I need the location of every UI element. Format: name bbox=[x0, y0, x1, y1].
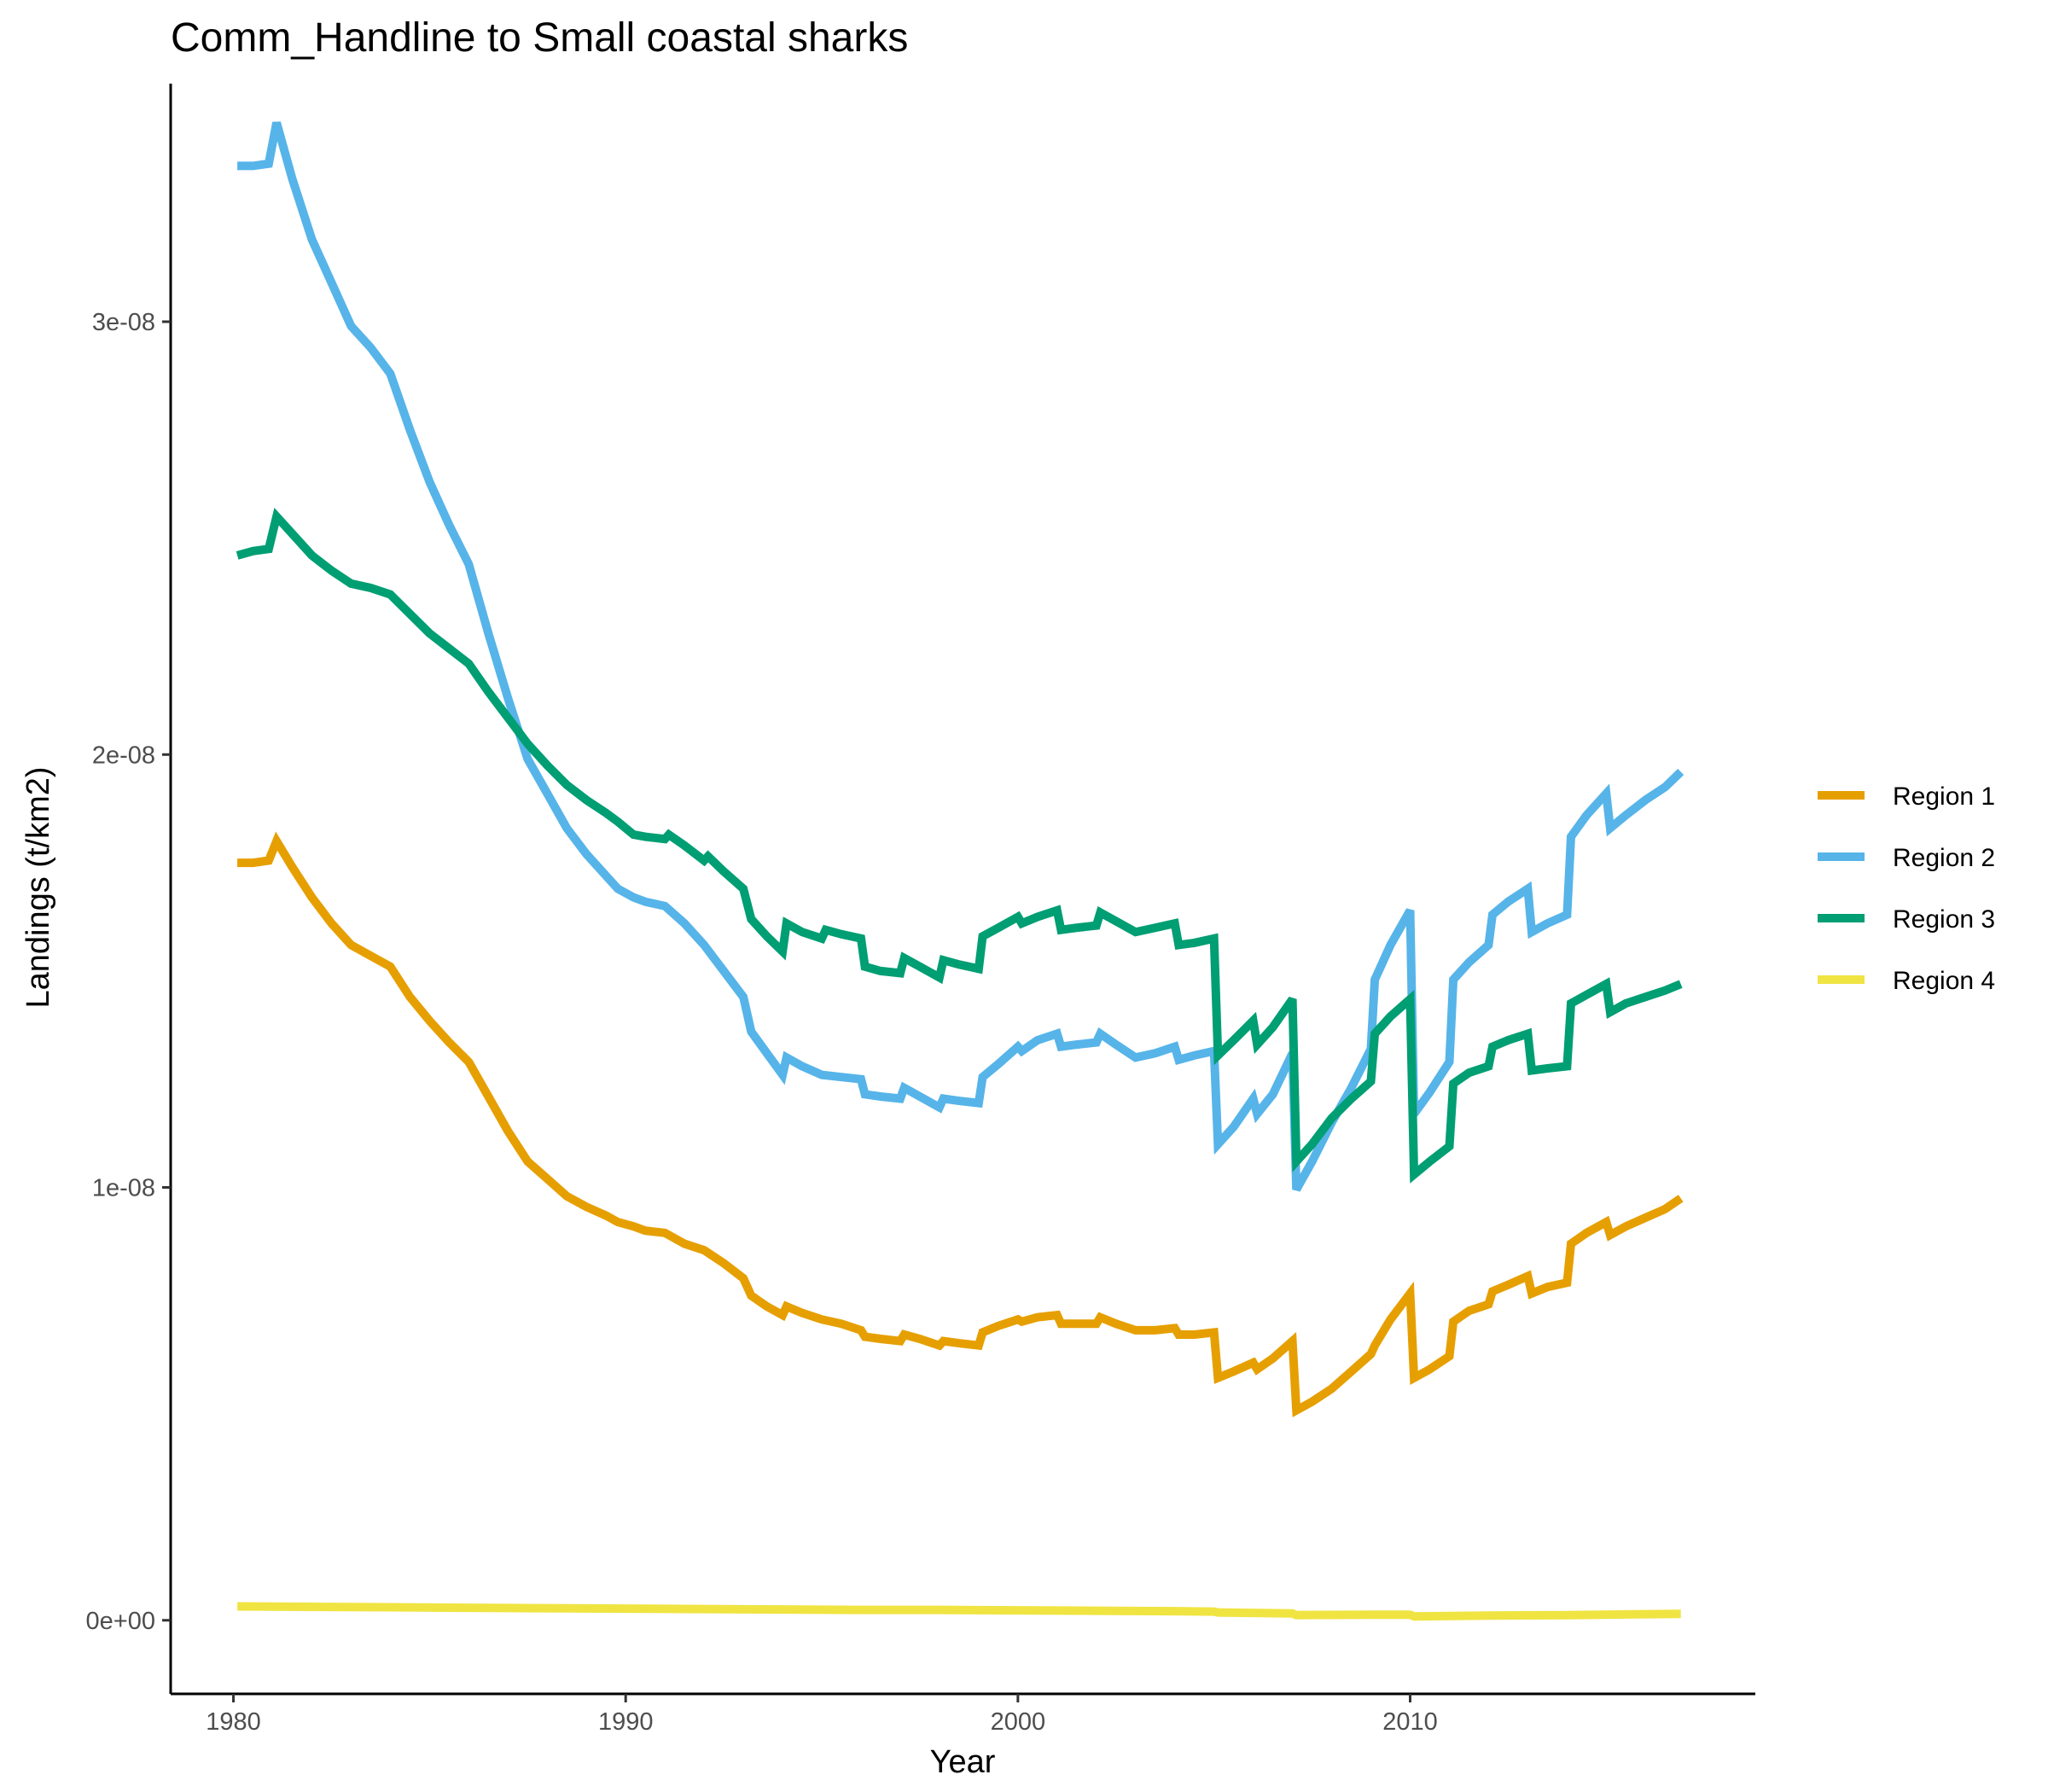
series-line-region-3 bbox=[236, 507, 1683, 1184]
legend: Region 1 Region 2 Region 3 Region 4 bbox=[1818, 783, 1995, 995]
x-tick-label: 2000 bbox=[991, 1708, 1046, 1736]
legend-label-region-4: Region 4 bbox=[1893, 967, 1995, 995]
x-tick-label: 1980 bbox=[206, 1708, 261, 1736]
series-line-region-4 bbox=[237, 1602, 1681, 1621]
series-line-region-2 bbox=[237, 121, 1684, 1192]
x-tick-label: 2010 bbox=[1382, 1708, 1438, 1736]
series-layer bbox=[236, 121, 1684, 1621]
legend-label-region-2: Region 2 bbox=[1893, 844, 1995, 872]
y-axis-title: Landings (t/km2) bbox=[20, 766, 56, 1008]
y-axis-ticks: 0e+00 1e-08 2e-08 3e-08 bbox=[86, 309, 171, 1635]
x-axis-ticks: 1980 1990 2000 2010 bbox=[206, 1694, 1438, 1736]
y-tick-label: 0e+00 bbox=[86, 1608, 155, 1635]
chart-title: Comm_Handline to Small coastal sharks bbox=[171, 15, 908, 61]
x-axis-title: Year bbox=[930, 1744, 996, 1780]
y-tick-label: 1e-08 bbox=[92, 1175, 155, 1202]
y-tick-label: 3e-08 bbox=[92, 309, 155, 336]
legend-label-region-3: Region 3 bbox=[1893, 905, 1995, 934]
series-line-region-1 bbox=[237, 831, 1684, 1417]
legend-label-region-1: Region 1 bbox=[1893, 783, 1995, 811]
y-tick-label: 2e-08 bbox=[92, 742, 155, 769]
x-tick-label: 1990 bbox=[598, 1708, 654, 1736]
